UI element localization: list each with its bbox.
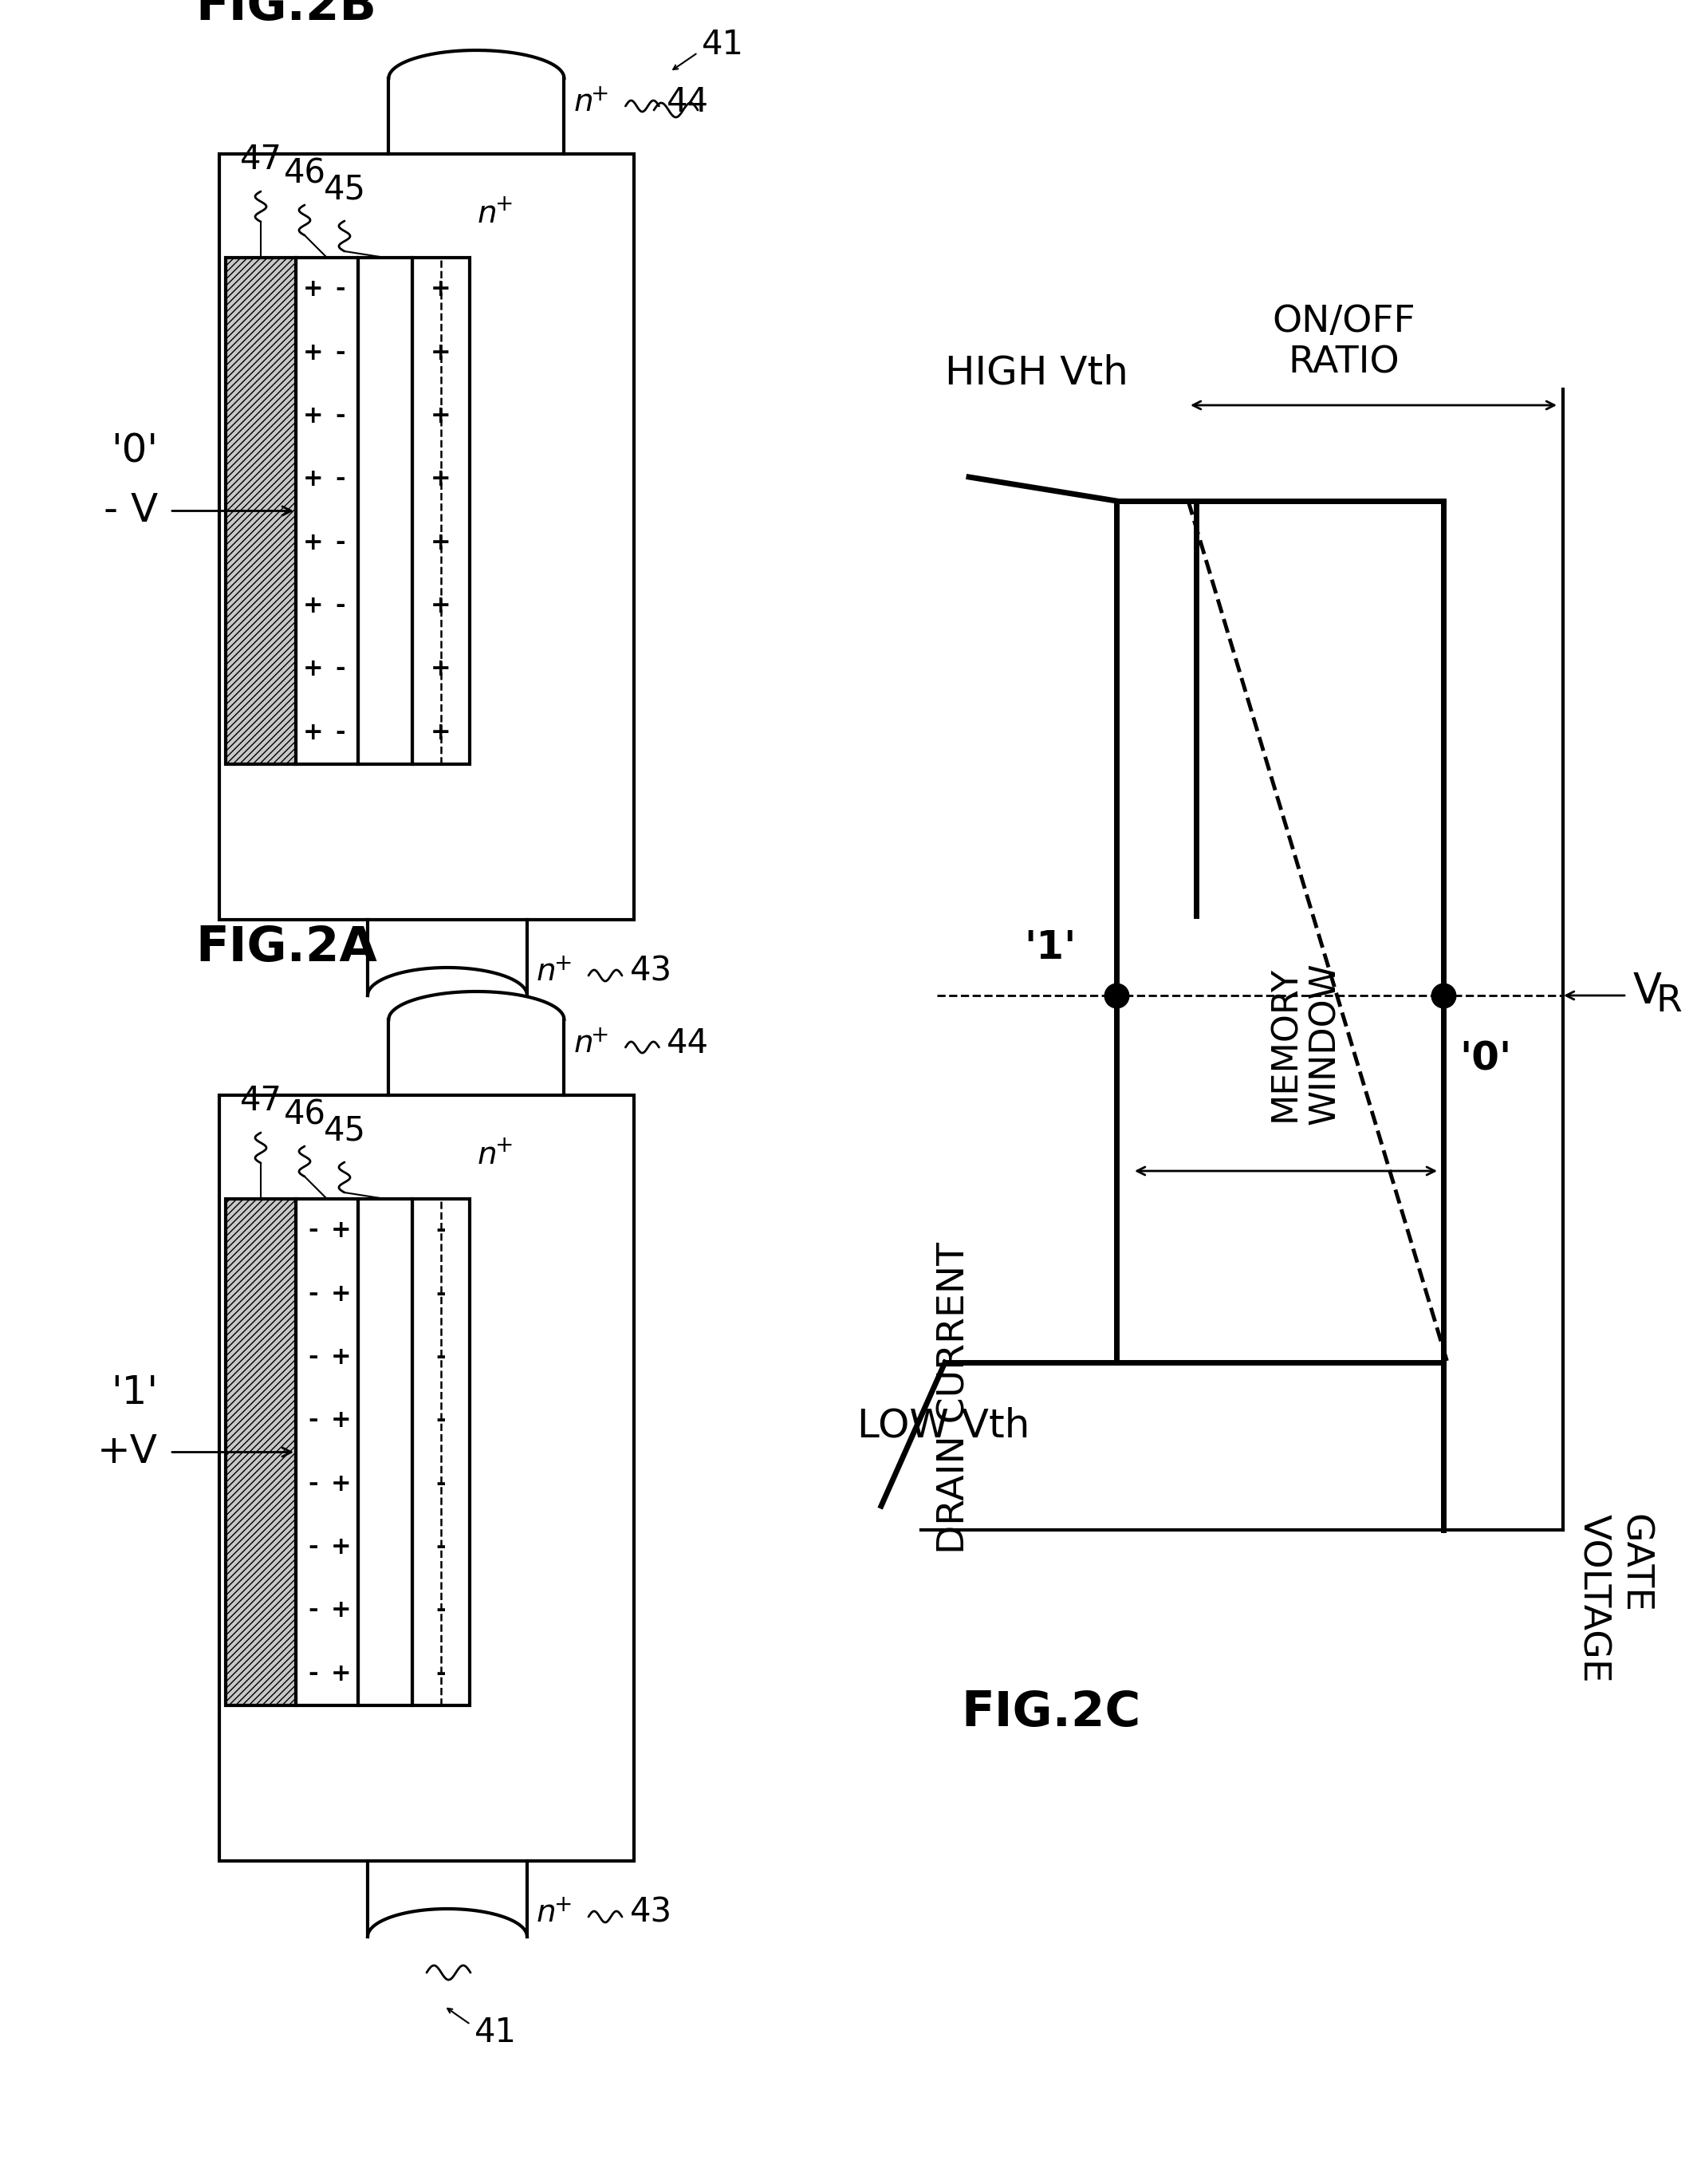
Text: -: - [336, 657, 346, 681]
Text: -: - [307, 1282, 318, 1306]
Text: -: - [336, 277, 346, 301]
Text: n: n [478, 199, 497, 229]
Text: 46: 46 [284, 157, 326, 190]
Text: 47: 47 [240, 1083, 282, 1118]
Text: ON/OFF
RATIO: ON/OFF RATIO [1272, 304, 1415, 382]
Text: V: V [1633, 970, 1662, 1011]
Bar [358, 258, 412, 764]
Text: +: + [554, 952, 573, 974]
Text: +: + [431, 531, 451, 555]
Text: +: + [302, 277, 324, 301]
Text: n: n [574, 87, 593, 118]
Text: n: n [537, 1898, 556, 1928]
Text: 41: 41 [701, 28, 745, 61]
Text: DRAIN CURRENT: DRAIN CURRENT [937, 1243, 973, 1553]
Text: -: - [336, 531, 346, 555]
Bar [412, 1199, 470, 1706]
Text: -: - [436, 1662, 446, 1686]
Bar [220, 1094, 633, 1861]
Bar [358, 1199, 412, 1706]
Text: +: + [331, 1599, 351, 1623]
Text: +: + [495, 1133, 513, 1158]
Text: HIGH Vth: HIGH Vth [944, 354, 1128, 393]
Text: -: - [336, 467, 346, 491]
Text: n: n [574, 1029, 593, 1059]
Text: -: - [436, 1345, 446, 1369]
Text: +: + [431, 594, 451, 618]
Text: +: + [431, 277, 451, 301]
Text: '1': '1' [1025, 928, 1076, 968]
Text: +: + [331, 1535, 351, 1559]
Text: -: - [307, 1472, 318, 1496]
Text: -: - [307, 1345, 318, 1369]
Text: FIG.2A: FIG.2A [196, 924, 377, 972]
Text: +: + [331, 1219, 351, 1243]
Text: '0': '0' [1459, 1040, 1512, 1079]
Text: -: - [307, 1535, 318, 1559]
Text: n: n [537, 957, 556, 987]
Text: +: + [331, 1345, 351, 1369]
Text: R: R [1655, 985, 1682, 1020]
Bar [226, 1199, 296, 1706]
Text: +: + [302, 594, 324, 618]
Text: 47: 47 [240, 142, 282, 177]
Text: -: - [307, 1662, 318, 1686]
Text: MEMORY
WINDOW: MEMORY WINDOW [1268, 963, 1343, 1125]
Text: -: - [307, 1599, 318, 1623]
Text: -: - [436, 1472, 446, 1496]
Text: -: - [336, 721, 346, 745]
Text: +: + [302, 404, 324, 428]
Text: 45: 45 [323, 173, 365, 205]
Text: -: - [307, 1219, 318, 1243]
Text: '1': '1' [111, 1374, 157, 1411]
Text: FIG.2B: FIG.2B [196, 0, 377, 31]
Bar [296, 258, 358, 764]
Bar [296, 1199, 358, 1706]
Text: -: - [436, 1219, 446, 1243]
Text: +: + [554, 1894, 573, 1915]
Text: +: + [331, 1662, 351, 1686]
Text: +: + [302, 721, 324, 745]
Text: 46: 46 [284, 1099, 326, 1131]
Bar [220, 153, 633, 919]
Text: 43: 43 [630, 954, 672, 989]
Text: +: + [331, 1282, 351, 1306]
Text: +: + [591, 1024, 610, 1046]
Text: -: - [436, 1599, 446, 1623]
Text: LOW Vth: LOW Vth [858, 1406, 1030, 1446]
Text: 44: 44 [667, 85, 709, 118]
Text: - V: - V [103, 491, 157, 531]
Text: -: - [436, 1535, 446, 1559]
Text: +: + [331, 1472, 351, 1496]
Text: +: + [431, 467, 451, 491]
Text: +: + [431, 341, 451, 365]
Text: +: + [302, 341, 324, 365]
Text: -: - [336, 594, 346, 618]
Text: +: + [431, 721, 451, 745]
Text: +: + [495, 192, 513, 216]
Text: -: - [436, 1409, 446, 1433]
Text: FIG.2C: FIG.2C [961, 1690, 1140, 1736]
Text: '0': '0' [111, 432, 157, 470]
Text: +: + [591, 83, 610, 105]
Text: -: - [307, 1409, 318, 1433]
Text: +: + [302, 531, 324, 555]
Text: n: n [478, 1140, 497, 1171]
Text: 44: 44 [667, 1026, 709, 1059]
Text: +: + [431, 404, 451, 428]
Text: -: - [336, 341, 346, 365]
Text: GATE
VOLTAGE: GATE VOLTAGE [1574, 1514, 1652, 1684]
Bar [412, 258, 470, 764]
Text: +: + [302, 657, 324, 681]
Text: -: - [336, 404, 346, 428]
Bar [226, 258, 296, 764]
Text: 43: 43 [630, 1896, 672, 1928]
Text: +: + [431, 657, 451, 681]
Text: +V: +V [98, 1433, 157, 1472]
Text: 41: 41 [475, 2016, 517, 2049]
Text: 45: 45 [323, 1114, 365, 1147]
Text: -: - [436, 1282, 446, 1306]
Text: +: + [302, 467, 324, 491]
Text: +: + [331, 1409, 351, 1433]
